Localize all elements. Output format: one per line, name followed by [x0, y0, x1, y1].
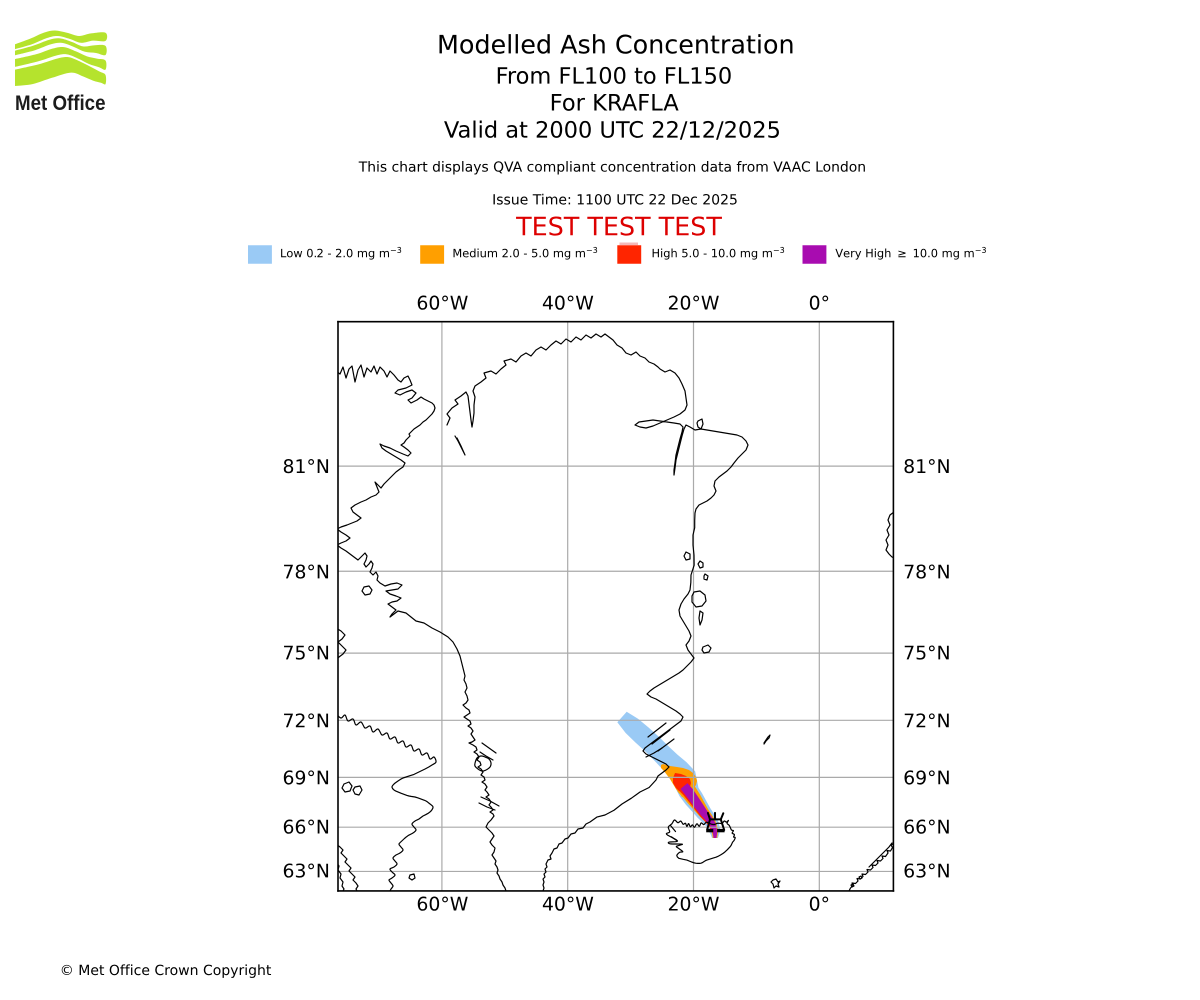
svg-text:Met Office: Met Office	[15, 92, 106, 115]
